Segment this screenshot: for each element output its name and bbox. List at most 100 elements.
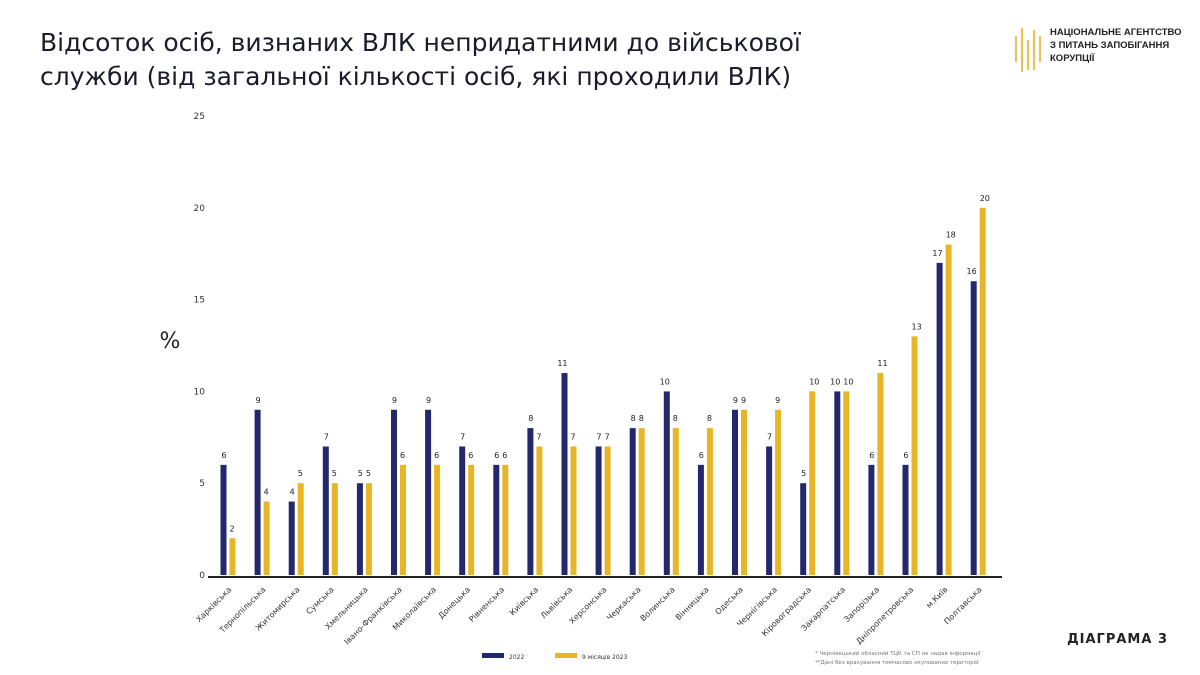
y-axis-label: % <box>160 329 181 354</box>
data-label: 8 <box>528 414 533 423</box>
bar-2022 <box>834 391 841 575</box>
data-label: 7 <box>324 432 329 441</box>
chart-title: Відсоток осіб, визнаних ВЛК непридатними… <box>40 28 801 91</box>
bar-2022 <box>356 483 363 575</box>
bar-2023 <box>604 446 611 575</box>
bar-2022 <box>527 428 534 575</box>
bar-2022 <box>663 391 670 575</box>
data-label: 5 <box>801 469 806 478</box>
bar-2022 <box>425 409 432 575</box>
data-label: 5 <box>332 469 337 478</box>
data-label: 7 <box>597 432 602 441</box>
data-label: 6 <box>434 451 439 460</box>
data-label: 20 <box>980 194 990 203</box>
bar-2023 <box>809 391 816 575</box>
bar-2022 <box>970 281 977 575</box>
y-tick-label: 0 <box>199 571 205 581</box>
bar-2023 <box>775 409 782 575</box>
logo-line: НАЦІОНАЛЬНЕ АГЕНТСТВО <box>1050 27 1182 38</box>
bar-2023 <box>365 483 372 575</box>
x-tick-label: Львівська <box>539 585 575 621</box>
bar-2022 <box>697 464 704 575</box>
diagram-label: ДІАГРАМА 3 <box>1067 632 1168 647</box>
data-label: 17 <box>932 249 942 258</box>
y-tick-label: 15 <box>194 296 205 306</box>
bar-2022 <box>595 446 602 575</box>
bar-2022 <box>732 409 738 575</box>
data-label: 7 <box>605 432 610 441</box>
bar-2022 <box>220 464 227 575</box>
data-label: 2 <box>230 524 235 533</box>
bar-2023 <box>672 428 679 575</box>
x-tick-label: Вінницька <box>674 585 711 622</box>
y-tick-label: 10 <box>194 387 206 397</box>
data-label: 7 <box>536 432 541 441</box>
bar-2023 <box>843 391 850 575</box>
footnotes: * Чернівецький обласний ТЦК та СП не над… <box>815 650 980 668</box>
data-label: 8 <box>673 414 678 423</box>
bar-2023 <box>263 501 270 575</box>
x-tick-label: Донецька <box>437 585 473 621</box>
data-label: 6 <box>903 451 908 460</box>
bar-2023 <box>502 464 509 575</box>
data-label: 5 <box>298 469 303 478</box>
data-label: 16 <box>967 267 977 276</box>
data-label: 9 <box>256 396 261 405</box>
bar-2022 <box>459 446 466 575</box>
data-label: 9 <box>741 396 746 405</box>
footnote: **Дані без врахування тимчасово окупован… <box>815 660 979 666</box>
y-tick-label: 25 <box>194 112 205 122</box>
data-label: 6 <box>400 451 405 460</box>
data-label: 10 <box>843 377 853 386</box>
x-tick-label: Одеська <box>713 585 745 617</box>
bar-2022 <box>868 464 875 575</box>
logo-line: З ПИТАНЬ ЗАПОБІГАННЯ <box>1050 40 1170 51</box>
bar-2023 <box>434 464 441 575</box>
data-label: 9 <box>733 396 738 405</box>
data-label: 7 <box>571 432 576 441</box>
x-tick-label: Сумська <box>304 585 335 616</box>
data-label: 9 <box>426 396 431 405</box>
data-label: 18 <box>946 231 956 240</box>
nazk-logo: НАЦІОНАЛЬНЕ АГЕНТСТВО З ПИТАНЬ ЗАПОБІГАН… <box>1012 22 1182 78</box>
data-label: 6 <box>502 451 507 460</box>
data-label: 10 <box>809 377 819 386</box>
bar-2023 <box>570 446 577 575</box>
bar-2023 <box>877 373 884 575</box>
bar-2023 <box>945 244 952 575</box>
bar-2023 <box>536 446 543 575</box>
data-label: 7 <box>767 432 772 441</box>
x-tick-label: Черкаська <box>605 585 643 623</box>
bar-2022 <box>800 483 807 575</box>
data-label: 11 <box>557 359 567 368</box>
data-label: 7 <box>460 432 465 441</box>
data-label: 8 <box>631 414 636 423</box>
bar-2023 <box>741 409 747 575</box>
x-tick-label: Київська <box>508 585 540 617</box>
x-tick-label: Рівненська <box>467 585 506 624</box>
x-tick-label: м.Київ <box>924 585 949 610</box>
x-tick-label: Волинська <box>639 585 677 623</box>
data-label: 8 <box>639 414 644 423</box>
bar-2023 <box>400 464 406 575</box>
data-label: 5 <box>366 469 371 478</box>
bar-2023 <box>331 483 338 575</box>
logo-mark-icon <box>1014 28 1042 72</box>
footnote: * Чернівецький обласний ТЦК та СП не над… <box>815 651 981 657</box>
legend-swatch-2022 <box>482 653 504 658</box>
bar-2023 <box>911 336 918 575</box>
data-label: 6 <box>468 451 473 460</box>
legend-swatch-2023 <box>555 653 577 658</box>
data-label: 5 <box>358 469 363 478</box>
logo-line: КОРУПЦІЇ <box>1050 53 1095 64</box>
x-tick-label: Івано-Франківська <box>343 585 404 646</box>
bar-2023 <box>979 207 986 576</box>
data-label: 11 <box>877 359 887 368</box>
data-label: 6 <box>221 451 226 460</box>
bar-2023 <box>468 464 475 575</box>
data-label: 6 <box>494 451 499 460</box>
y-tick-label: 20 <box>194 204 206 214</box>
data-label: 13 <box>912 322 922 331</box>
data-label: 9 <box>775 396 780 405</box>
